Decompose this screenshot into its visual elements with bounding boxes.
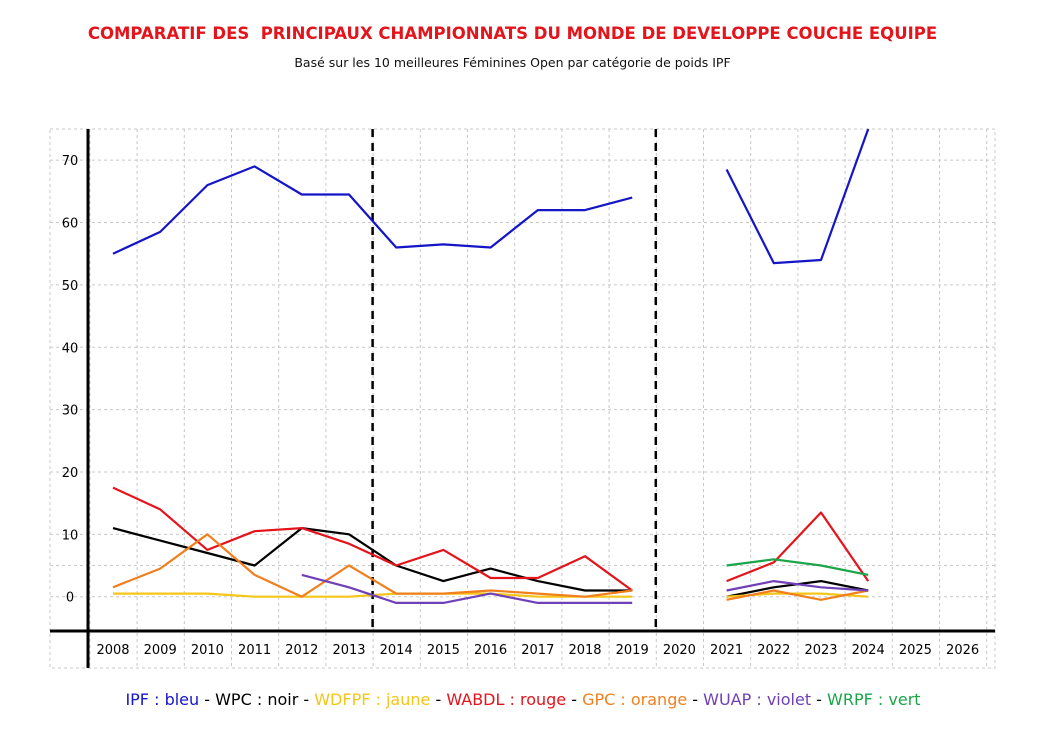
y-tick-label: 70 [62, 154, 79, 169]
x-tick-label: 2015 [427, 643, 460, 658]
legend-item-wdfpf: WDFPF : jaune [314, 690, 431, 709]
x-tick-label: 2023 [804, 643, 837, 658]
chart-subtitle: Basé sur les 10 meilleures Féminines Ope… [294, 55, 731, 70]
series-line-ipf [725, 128, 870, 265]
series-line-wabdl [726, 511, 870, 583]
axes [50, 129, 995, 668]
series-line-wrpf [726, 558, 869, 576]
y-tick-label: 0 [66, 591, 74, 606]
x-tick-label: 2022 [757, 643, 790, 658]
series-line-wuap [726, 579, 869, 592]
chart-title: COMPARATIF DES PRINCIPAUX CHAMPIONNATS D… [87, 24, 938, 43]
x-tick-labels: 2008 2009 2010 2011 2012 2013 2014 2015 2016 2017… [96, 643, 979, 658]
plot-border [49, 128, 996, 669]
series-line-wabdl [112, 486, 633, 592]
legend: IPF : bleu - WPC : noir - WDFPF : jaune … [0, 690, 1046, 709]
x-tick-label: 2016 [474, 643, 507, 658]
x-tick-label: 2024 [852, 643, 885, 658]
series-line-gpc [726, 589, 869, 601]
y-tick-labels: 0 10 20 30 40 50 60 70 [62, 154, 79, 606]
legend-item-wabdl: WABDL : rouge [446, 690, 567, 709]
legend-item-gpc: GPC : orange [582, 690, 688, 709]
y-tick-label: 10 [62, 528, 79, 543]
x-tick-label: 2020 [663, 643, 696, 658]
grid [49, 128, 996, 669]
x-tick-label: 2026 [946, 643, 979, 658]
series-line-wuap [301, 573, 633, 605]
x-tick-label: 2008 [96, 643, 129, 658]
line-chart: 0 10 20 30 40 50 60 70 2008 2009 2010 2011 2012 2013… [49, 128, 996, 669]
x-tick-label: 2012 [285, 643, 318, 658]
x-tick-label: 2021 [710, 643, 743, 658]
y-tick-label: 50 [62, 279, 79, 294]
legend-item-wrpf: WRPF : vert [827, 690, 921, 709]
legend-item-wpc: WPC : noir [215, 690, 299, 709]
x-tick-label: 2017 [521, 643, 554, 658]
x-tick-label: 2019 [616, 643, 649, 658]
y-tick-label: 40 [62, 341, 79, 356]
legend-separator: - [430, 690, 447, 709]
x-tick-label: 2025 [899, 643, 932, 658]
x-tick-label: 2011 [238, 643, 271, 658]
series-lines [112, 128, 870, 605]
x-tick-label: 2014 [380, 643, 413, 658]
y-tick-label: 30 [62, 404, 79, 419]
legend-separator: - [199, 690, 216, 709]
y-tick-label: 60 [62, 217, 79, 232]
legend-separator: - [298, 690, 315, 709]
legend-item-wuap: WUAP : violet [703, 690, 812, 709]
legend-separator: - [687, 690, 704, 709]
x-tick-label: 2018 [568, 643, 601, 658]
y-tick-label: 20 [62, 466, 79, 481]
legend-item-ipf: IPF : bleu [125, 690, 200, 709]
x-tick-label: 2010 [191, 643, 224, 658]
series-line-wpc [112, 526, 633, 592]
legend-separator: - [811, 690, 828, 709]
legend-separator: - [566, 690, 583, 709]
series-line-gpc [112, 533, 633, 598]
series-line-ipf [112, 165, 633, 255]
x-tick-label: 2013 [332, 643, 365, 658]
x-tick-label: 2009 [144, 643, 177, 658]
